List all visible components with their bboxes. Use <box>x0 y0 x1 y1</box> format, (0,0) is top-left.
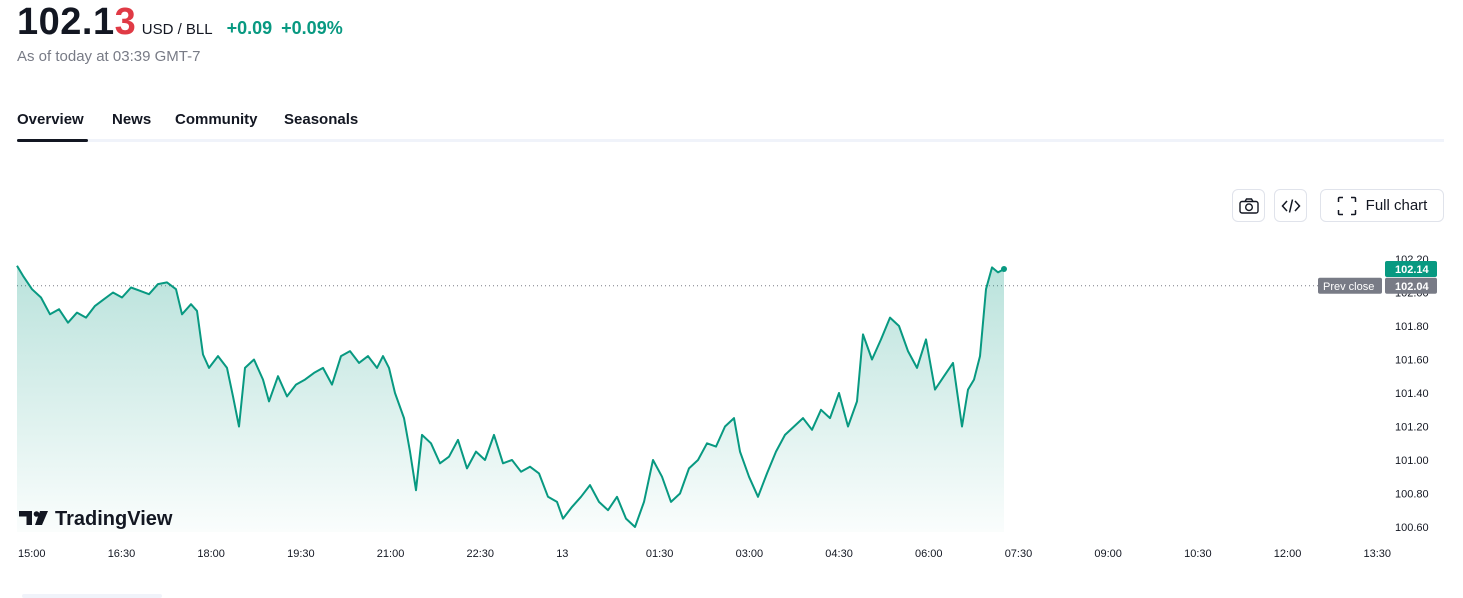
x-tick-label: 04:30 <box>825 548 853 560</box>
tab-seasonals[interactable]: Seasonals <box>284 111 359 128</box>
prev-close-label-text: Prev close <box>1323 281 1374 293</box>
price-line <box>16 265 1005 528</box>
prev-close-value-text: 102.04 <box>1395 281 1430 293</box>
embed-button[interactable] <box>1274 189 1307 222</box>
tradingview-logo-icon <box>19 511 48 525</box>
currency-pair: USD / BLL <box>141 21 213 38</box>
x-tick-label: 10:30 <box>1184 548 1212 560</box>
price-chart[interactable]: 100.60 100.80 101.00 101.20 101.40 101.60 101.… <box>0 240 1463 570</box>
price-tags: 102.14 Prev close 102.04 <box>1318 261 1437 294</box>
x-tick-label: 19:30 <box>287 548 315 560</box>
price-row: 102.1 3 USD / BLL +0.09 +0.09% <box>17 2 343 42</box>
y-tick-label: 101.00 <box>1395 455 1429 467</box>
full-chart-button[interactable]: Full chart <box>1320 189 1444 222</box>
x-tick-label: 07:30 <box>1005 548 1033 560</box>
y-tick-label: 101.20 <box>1395 422 1429 434</box>
x-tick-label: 15:00 <box>18 548 46 560</box>
last-price-tag-text: 102.14 <box>1395 264 1430 276</box>
price-change-percent: +0.09% <box>281 18 343 38</box>
x-tick-label: 16:30 <box>108 548 136 560</box>
x-tick-label: 13:30 <box>1364 548 1392 560</box>
tradingview-logo[interactable]: TradingView <box>19 508 173 530</box>
x-tick-label: 01:30 <box>646 548 674 560</box>
full-chart-label: Full chart <box>1365 197 1428 214</box>
x-tick-label: 06:00 <box>915 548 943 560</box>
x-tick-label: 21:00 <box>377 548 405 560</box>
prev-close-value-tag <box>1385 277 1437 294</box>
y-tick-label: 101.60 <box>1395 355 1429 367</box>
x-tick-label: 18:00 <box>197 548 225 560</box>
y-tick-label: 100.60 <box>1395 522 1429 534</box>
x-tick-label: 22:30 <box>467 548 495 560</box>
y-axis: 100.60 100.80 101.00 101.20 101.40 101.60 101.… <box>1395 254 1429 534</box>
x-tick-label: 12:00 <box>1274 548 1302 560</box>
price-last-digit: 3 <box>114 1 136 43</box>
x-tick-label: 09:00 <box>1094 548 1122 560</box>
tab-track <box>17 139 1444 142</box>
active-tab-underline <box>17 139 88 142</box>
tab-overview[interactable]: Overview <box>17 111 84 128</box>
scroll-indicator <box>22 594 162 598</box>
quote-header: 102.1 3 USD / BLL +0.09 +0.09% As of toda… <box>17 0 1437 70</box>
y-tick-label: 101.40 <box>1395 388 1429 400</box>
snapshot-button[interactable] <box>1232 189 1265 222</box>
x-tick-label: 13 <box>556 548 568 560</box>
as-of-timestamp: As of today at 03:39 GMT-7 <box>17 48 201 65</box>
tab-news[interactable]: News <box>112 111 152 128</box>
expand-icon <box>1337 196 1356 215</box>
tradingview-logo-text: TradingView <box>55 508 173 530</box>
last-price-dot <box>1001 266 1007 273</box>
price-value: 102.1 <box>17 1 115 43</box>
prev-close-label-tag <box>1318 277 1382 294</box>
tab-community[interactable]: Community <box>175 111 258 128</box>
last-price-tag <box>1385 261 1437 278</box>
y-tick-label: 101.80 <box>1395 321 1429 333</box>
tab-bar: Overview News Community Seasonals <box>17 108 1444 142</box>
price-area-fill <box>17 265 1004 532</box>
code-icon <box>1280 198 1301 213</box>
price-change: +0.09 <box>226 18 273 38</box>
y-tick-label: 100.80 <box>1395 489 1429 501</box>
camera-icon <box>1238 197 1259 214</box>
x-axis: 15:00 16:30 18:00 19:30 21:00 22:30 13 01:30 03:… <box>18 548 1391 560</box>
x-tick-label: 03:00 <box>736 548 764 560</box>
